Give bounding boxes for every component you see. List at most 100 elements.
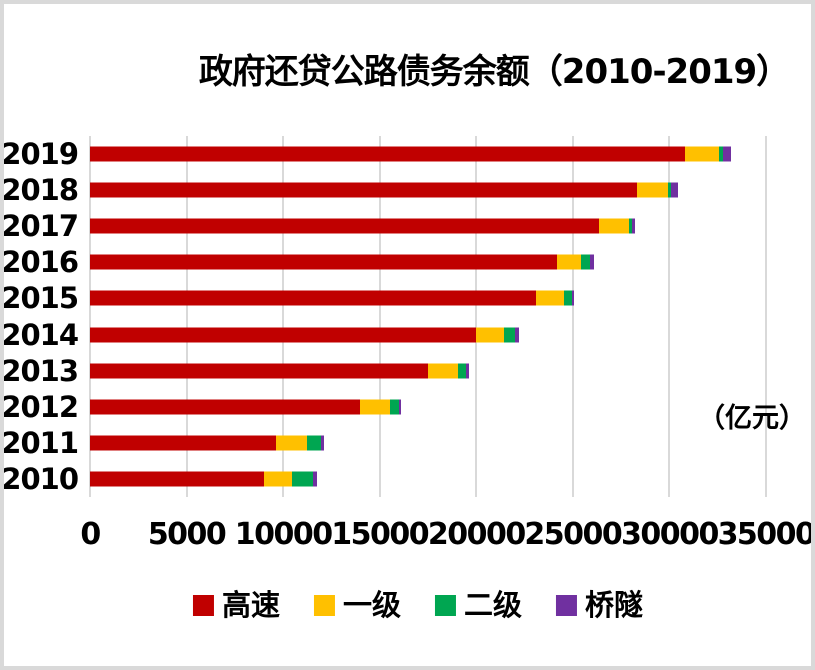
bar-segment-first-class <box>264 471 293 487</box>
gridline-5000 <box>185 136 188 497</box>
bar-segment-expressway <box>90 254 558 270</box>
legend-item-expressway: 高速 <box>192 588 280 622</box>
bar-segment-expressway <box>90 363 428 379</box>
legend-item-bridge-tunnel: 桥隧 <box>556 591 643 620</box>
bar-row-2010 <box>90 461 766 497</box>
y-axis-label-2010: 2010 <box>1 461 79 496</box>
chart-title: 政府还贷公路债务余额（2010-2019） <box>198 52 790 92</box>
bar-row-2016 <box>90 244 766 280</box>
bar-segment-second-class <box>581 254 591 270</box>
bar-segment-second-class <box>307 435 321 451</box>
y-axis-label-2015: 2015 <box>1 281 79 316</box>
bar-segment-first-class <box>275 435 308 451</box>
bar-segment-expressway <box>90 182 637 198</box>
bar-segment-bridge-tunnel <box>590 254 594 270</box>
bar-segment-second-class <box>389 399 399 415</box>
legend-label-second-class: 二级 <box>464 588 523 622</box>
bar-segment-second-class <box>629 218 633 234</box>
bar-row-2015 <box>90 280 766 316</box>
legend-item-first-class: 一级 <box>313 588 401 622</box>
y-axis-label-2016: 2016 <box>1 245 79 280</box>
bar-segment-first-class <box>636 182 668 198</box>
stacked-bar-2014 <box>90 327 520 343</box>
bar-row-2019 <box>90 136 766 172</box>
stacked-bar-2011 <box>90 435 325 451</box>
gridline-20000 <box>475 136 478 497</box>
bar-segment-bridge-tunnel <box>515 327 520 343</box>
bar-segment-second-class <box>667 182 672 198</box>
stacked-bar-2017 <box>90 218 636 234</box>
bar-segment-expressway <box>90 218 599 234</box>
bar-segment-bridge-tunnel <box>671 182 678 198</box>
bar-segment-first-class <box>475 327 505 343</box>
bar-segment-expressway <box>90 146 685 162</box>
bar-segment-second-class <box>504 327 516 343</box>
x-axis-label-30000: 30000 <box>620 517 719 552</box>
legend-swatch-second-class <box>435 595 456 616</box>
x-axis-label-0: 0 <box>80 517 101 552</box>
gridline-0 <box>89 136 91 497</box>
y-axis-label-2011: 2011 <box>1 425 79 460</box>
bar-segment-expressway <box>90 471 265 487</box>
bar-segment-second-class <box>292 471 314 487</box>
bar-row-2014 <box>90 317 766 353</box>
stacked-bar-2012 <box>90 399 401 415</box>
bar-segment-bridge-tunnel <box>313 471 318 487</box>
x-axis-label-10000: 10000 <box>234 517 333 552</box>
gridline-15000 <box>378 136 381 497</box>
bar-segment-expressway <box>90 399 361 415</box>
y-axis-label-2019: 2019 <box>1 137 79 172</box>
bar-segment-first-class <box>427 363 458 379</box>
x-axis-label-20000: 20000 <box>427 517 526 552</box>
gridline-30000 <box>668 136 671 497</box>
bar-segment-bridge-tunnel <box>632 218 636 234</box>
legend-label-expressway: 高速 <box>221 588 280 622</box>
legend-swatch-first-class <box>313 595 335 616</box>
bar-row-2012 <box>90 389 766 425</box>
y-axis-label-2018: 2018 <box>1 173 79 208</box>
stacked-bar-2013 <box>90 363 470 379</box>
x-axis-label-15000: 15000 <box>331 517 429 552</box>
bar-segment-bridge-tunnel <box>398 399 401 415</box>
plot-area <box>89 136 767 497</box>
x-axis-label-5000: 5000 <box>147 517 227 552</box>
bar-row-2011 <box>90 425 766 461</box>
stacked-bar-2015 <box>90 290 575 306</box>
bar-segment-expressway <box>90 435 276 451</box>
x-axis-label-25000: 25000 <box>524 517 622 552</box>
bar-row-2018 <box>90 172 766 208</box>
bar-segment-first-class <box>684 146 719 162</box>
legend: 高速 一级 二级 桥隧 <box>192 588 643 622</box>
legend-swatch-expressway <box>192 595 214 616</box>
legend-label-bridge-tunnel: 桥隧 <box>585 588 644 622</box>
bar-segment-second-class <box>718 146 723 162</box>
legend-item-second-class: 二级 <box>435 591 522 620</box>
stacked-bar-2018 <box>90 182 678 198</box>
bar-row-2013 <box>90 353 766 389</box>
legend-swatch-bridge-tunnel <box>556 595 578 616</box>
legend-label-first-class: 一级 <box>342 588 401 622</box>
stacked-bar-2010 <box>90 471 318 487</box>
bar-segment-expressway <box>90 327 476 343</box>
y-axis-label-2014: 2014 <box>1 317 79 352</box>
bar-segment-second-class <box>563 290 572 306</box>
y-axis-label-2013: 2013 <box>1 353 79 388</box>
bar-segment-bridge-tunnel <box>571 290 575 306</box>
gridline-35000 <box>765 136 767 497</box>
bar-segment-bridge-tunnel <box>320 435 325 451</box>
axis-unit-label: （亿元） <box>698 403 806 434</box>
bar-segment-first-class <box>598 218 630 234</box>
stacked-bar-2019 <box>90 146 731 162</box>
bar-segment-first-class <box>360 399 390 415</box>
gridline-10000 <box>282 136 285 497</box>
bar-segment-bridge-tunnel <box>466 363 470 379</box>
bar-segment-expressway <box>90 290 536 306</box>
bar-segment-first-class <box>557 254 582 270</box>
gridline-25000 <box>571 136 574 497</box>
bar-segment-bridge-tunnel <box>722 146 731 162</box>
bar-segment-second-class <box>457 363 467 379</box>
bar-segment-first-class <box>535 290 564 306</box>
x-axis-label-35000: 35000 <box>717 517 815 552</box>
y-axis-label-2017: 2017 <box>1 209 79 244</box>
